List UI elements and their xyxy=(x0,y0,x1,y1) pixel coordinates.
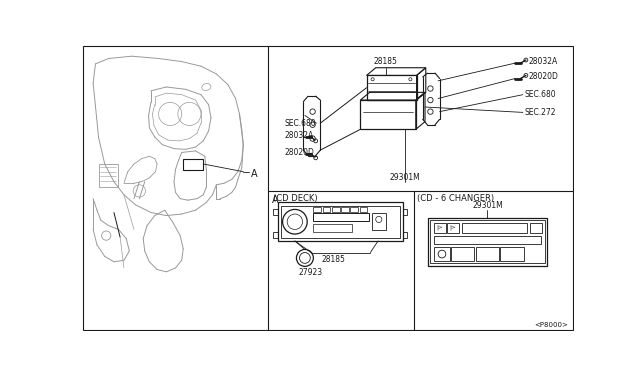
Text: 29301M: 29301M xyxy=(472,201,503,210)
Bar xyxy=(360,207,367,212)
Bar xyxy=(403,232,407,238)
Bar xyxy=(99,164,118,187)
Text: 28032A: 28032A xyxy=(284,131,314,140)
Bar xyxy=(360,100,416,129)
Bar xyxy=(332,207,340,212)
Text: 29301M: 29301M xyxy=(390,173,420,182)
Bar xyxy=(530,222,542,233)
Bar xyxy=(462,222,527,233)
Bar xyxy=(428,218,547,266)
Bar xyxy=(281,206,399,238)
Text: SEC.680: SEC.680 xyxy=(284,119,316,128)
Bar xyxy=(435,247,450,261)
Text: |>: |> xyxy=(449,224,456,230)
Text: <P8000>: <P8000> xyxy=(534,322,568,328)
Bar xyxy=(447,222,459,233)
Bar xyxy=(323,207,330,212)
Text: 28020D: 28020D xyxy=(529,73,559,81)
Bar xyxy=(314,224,352,232)
Text: (CD - 6 CHANGER): (CD - 6 CHANGER) xyxy=(417,194,495,203)
Bar xyxy=(314,213,369,221)
Text: 28185: 28185 xyxy=(374,57,397,66)
Text: 28032A: 28032A xyxy=(529,57,558,66)
Bar xyxy=(278,202,403,241)
Text: A: A xyxy=(251,169,258,179)
Bar xyxy=(435,222,446,233)
Text: SEC.272: SEC.272 xyxy=(524,108,556,117)
Bar xyxy=(183,158,204,170)
Text: A: A xyxy=(272,195,278,205)
Bar xyxy=(372,213,386,230)
Text: SEC.680: SEC.680 xyxy=(524,90,556,99)
Bar xyxy=(476,247,499,261)
Bar xyxy=(350,207,358,212)
Bar xyxy=(314,207,321,212)
Text: 28020D: 28020D xyxy=(284,148,314,157)
Text: 28185: 28185 xyxy=(321,255,346,264)
Bar xyxy=(341,207,349,212)
Bar xyxy=(500,247,524,261)
Bar xyxy=(451,247,474,261)
Bar xyxy=(403,209,407,215)
Bar xyxy=(435,236,541,244)
Text: 27923: 27923 xyxy=(299,268,323,277)
Bar xyxy=(273,209,278,215)
Bar xyxy=(273,232,278,238)
Text: (CD DECK): (CD DECK) xyxy=(273,194,317,203)
Bar xyxy=(367,76,417,100)
Text: |>: |> xyxy=(436,224,442,230)
Bar xyxy=(431,220,545,263)
